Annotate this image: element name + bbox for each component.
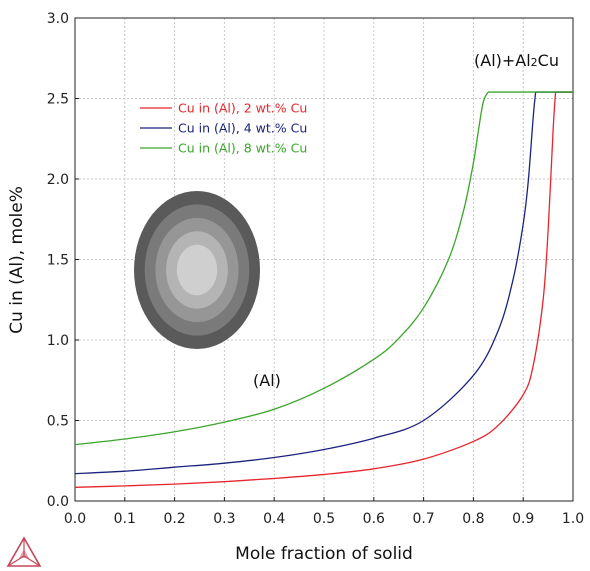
annotation-al-al2cu: (Al)+Al2Cu [474,51,559,70]
logo-triangle [6,536,42,567]
annotation-al-al2cu-subscript: 2 [531,56,538,69]
y-tick-label: 1.0 [47,333,69,349]
x-tick-label: 0.8 [462,511,484,527]
series-line-3 [74,91,573,446]
x-tick-labels: 0.0 0.1 0.2 0.3 0.4 0.5 0.6 0.7 0.8 0.9 1.0 [64,511,584,527]
x-tick-label: 0.4 [263,511,285,527]
legend-label-3: Cu in (Al), 8 wt.% Cu [178,141,307,156]
x-tick-label: 0.9 [512,511,534,527]
x-tick-label: 1.0 [562,511,584,527]
logo-inner-fill [19,549,29,558]
concentric-grain-icon [134,191,260,349]
x-tick-label: 0.1 [114,511,136,527]
annotation-al-al2cu-prefix: (Al)+Al [474,51,531,70]
x-tick-label: 0.2 [163,511,185,527]
y-tick-labels: 0.0 0.5 1.0 1.5 2.0 2.5 3.0 [47,11,69,510]
thermo-calc-triangle-icon [6,536,42,567]
legend-label-2: Cu in (Al), 4 wt.% Cu [178,121,307,136]
legend: Cu in (Al), 2 wt.% Cu Cu in (Al), 4 wt.% … [140,101,307,156]
x-tick-label: 0.6 [363,511,385,527]
series-lines [74,91,573,488]
grain-ring-5 [176,244,218,296]
y-tick-label: 3.0 [47,11,69,27]
y-tick-label: 0.0 [47,494,69,510]
x-tick-label: 0.3 [213,511,235,527]
legend-label-1: Cu in (Al), 2 wt.% Cu [178,101,307,116]
y-tick-label: 2.5 [47,92,69,108]
annotation-al: (Al) [253,371,281,390]
y-tick-label: 1.5 [47,253,69,269]
x-axis-title: Mole fraction of solid [235,544,413,564]
y-axis-title: Cu in (Al), mole% [7,186,27,334]
y-tick-label: 0.5 [47,414,69,430]
series-line-1 [74,91,573,488]
axis-ticks [74,17,574,502]
x-tick-label: 0.5 [313,511,335,527]
series-line-2 [74,91,573,475]
x-tick-label: 0.0 [64,511,86,527]
y-tick-label: 2.0 [47,172,69,188]
x-tick-label: 0.7 [412,511,434,527]
annotation-al-al2cu-suffix: Cu [538,51,559,70]
